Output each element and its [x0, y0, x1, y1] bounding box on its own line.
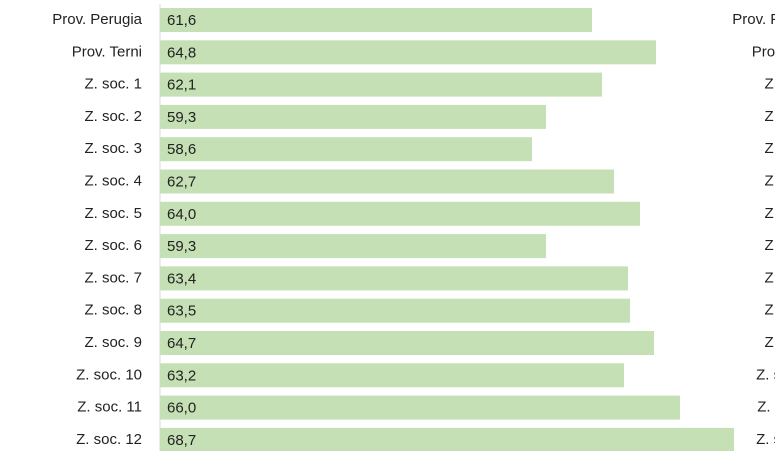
- bar: [160, 201, 640, 226]
- category-label: Z. soc. 8: [764, 302, 775, 319]
- category-label: Z. soc. 5: [764, 205, 775, 222]
- bar: [160, 8, 592, 32]
- bar: [160, 331, 654, 355]
- value-label: 63,5: [167, 303, 196, 320]
- value-label: 61,6: [167, 12, 196, 29]
- category-label: Z. soc. 3: [84, 140, 142, 157]
- category-label: Z. soc. 7: [84, 269, 142, 286]
- category-label: Prov. Perugia: [732, 11, 775, 28]
- category-label: Z. soc. 5: [84, 205, 142, 222]
- bar: [160, 72, 602, 97]
- category-label: Prov. Perugia: [52, 11, 142, 28]
- category-label: Z. soc. 10: [756, 366, 775, 383]
- category-label: Z. soc. 2: [764, 108, 775, 125]
- category-label: Z. soc. 1: [764, 76, 775, 93]
- bar: [160, 234, 546, 259]
- category-label: Z. soc. 8: [84, 302, 142, 319]
- category-label: Z. soc. 12: [756, 431, 775, 448]
- bar: [160, 363, 624, 388]
- bar: [160, 104, 546, 129]
- category-label: Z. soc. 10: [76, 366, 142, 383]
- value-label: 64,0: [167, 206, 196, 223]
- bar: [160, 427, 734, 451]
- value-label: 62,1: [167, 77, 196, 94]
- value-label: 59,3: [167, 238, 196, 255]
- bar: [160, 266, 628, 291]
- bar: [160, 298, 630, 323]
- category-label: Z. soc. 11: [77, 399, 142, 416]
- bar: [160, 395, 680, 420]
- value-label: 64,8: [167, 44, 196, 61]
- value-label: 62,7: [167, 173, 196, 190]
- category-label: Prov. Terni: [72, 43, 142, 60]
- value-label: 66,0: [167, 400, 196, 417]
- bar: [160, 137, 532, 162]
- category-label: Z. soc. 4: [84, 172, 142, 189]
- bar: [160, 169, 614, 194]
- category-label: Z. soc. 3: [764, 140, 775, 157]
- category-label: Z. soc. 2: [84, 108, 142, 125]
- category-label: Z. soc. 9: [84, 334, 142, 351]
- category-label: Prov. Terni: [752, 43, 775, 60]
- category-label: Z. soc. 11: [757, 399, 775, 416]
- value-label: 58,6: [167, 141, 196, 158]
- category-label: Z. soc. 1: [84, 76, 142, 93]
- value-label: 63,2: [167, 367, 196, 384]
- category-label: Z. soc. 9: [764, 334, 775, 351]
- category-label: Z. soc. 4: [764, 172, 775, 189]
- value-label: 63,4: [167, 270, 196, 287]
- value-label: 59,3: [167, 109, 196, 126]
- category-label: Z. soc. 7: [764, 269, 775, 286]
- category-label: Z. soc. 6: [84, 237, 142, 254]
- category-label: Z. soc. 12: [76, 431, 142, 448]
- bar: [160, 40, 656, 65]
- category-label: Z. soc. 6: [764, 237, 775, 254]
- value-label: 64,7: [167, 335, 196, 352]
- value-label: 68,7: [167, 432, 196, 449]
